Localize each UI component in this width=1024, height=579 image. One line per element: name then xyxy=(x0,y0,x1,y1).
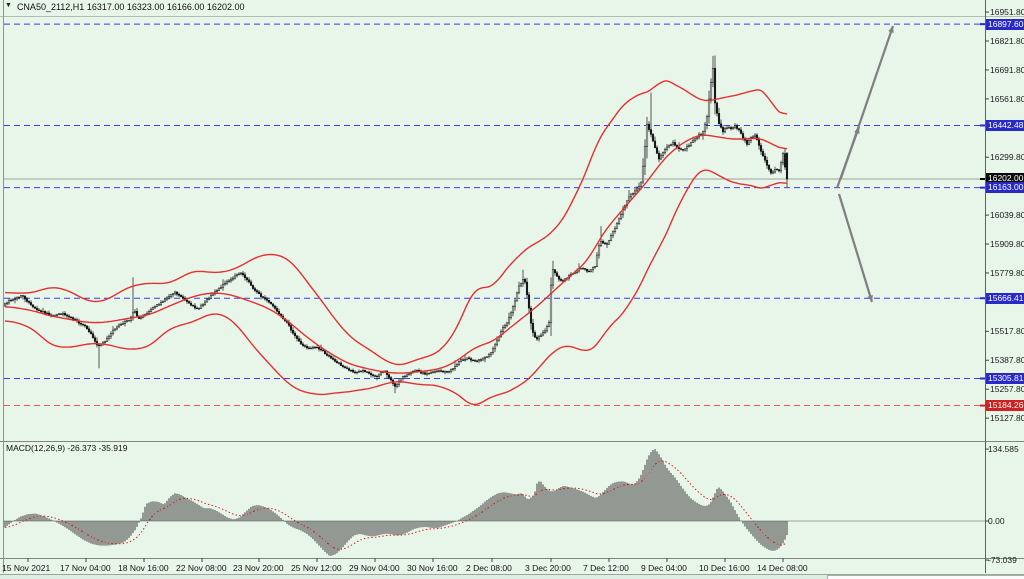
macd-axis-label: -73.039 xyxy=(988,555,1017,566)
axis-ticks xyxy=(27,11,989,562)
scrollbar-thumb[interactable] xyxy=(827,575,1024,579)
price-tick-label: 16039.80 xyxy=(990,210,1024,221)
price-tick-label: 15517.80 xyxy=(990,326,1024,337)
price-level-badge: 15184.26 xyxy=(986,400,1024,412)
chart-title-text: CNA50_2112,H1 16317.00 16323.00 16166.00… xyxy=(16,2,245,12)
candles-layer xyxy=(3,55,789,394)
price-tick-label: 15909.80 xyxy=(990,239,1024,250)
time-axis-label: 2 Dec 08:00 xyxy=(466,563,512,573)
projection-arrow[interactable] xyxy=(837,193,874,303)
bollinger-upper-line xyxy=(4,80,788,366)
time-axis-label: 10 Dec 16:00 xyxy=(699,563,750,573)
price-tick-label: 15387.80 xyxy=(990,355,1024,366)
price-level-badge: 16163.00 xyxy=(986,182,1024,194)
price-level-badge: 16442.48 xyxy=(986,119,1024,131)
price-tick-label: 16951.80 xyxy=(990,7,1024,18)
time-axis-label: 22 Nov 08:00 xyxy=(176,563,227,573)
time-axis-label: 29 Nov 04:00 xyxy=(349,563,400,573)
time-axis-label: 7 Dec 12:00 xyxy=(583,563,629,573)
bollinger-bands xyxy=(4,80,788,406)
price-level-badge: 15305.81 xyxy=(986,372,1024,384)
time-axis-label: 25 Nov 12:00 xyxy=(291,563,342,573)
time-axis-label: 15 Nov 2021 xyxy=(2,563,51,573)
price-tick-label: 15257.80 xyxy=(990,384,1024,395)
projection-arrow[interactable] xyxy=(839,25,895,179)
price-tick-label: 15127.80 xyxy=(990,413,1024,424)
arrowhead-icon xyxy=(867,295,873,302)
macd-signal-line xyxy=(4,460,788,550)
time-axis-label: 23 Nov 20:00 xyxy=(233,563,284,573)
price-tick-label: 16561.80 xyxy=(990,93,1024,104)
price-level-badge: 16897.60 xyxy=(986,18,1024,30)
time-axis-label: 14 Dec 08:00 xyxy=(757,563,808,573)
price-tick-label: 16299.80 xyxy=(990,152,1024,163)
time-axis-label: 18 Nov 16:00 xyxy=(118,563,169,573)
price-tick-label: 15779.80 xyxy=(990,267,1024,278)
time-axis-label: 30 Nov 16:00 xyxy=(407,563,458,573)
horizontal-scrollbar[interactable] xyxy=(0,574,1024,579)
arrowhead-icon xyxy=(888,26,894,33)
bollinger-lower-line xyxy=(4,169,788,406)
bollinger-middle-line xyxy=(4,134,788,374)
time-axis-label: 3 Dec 20:00 xyxy=(525,563,571,573)
collapse-arrow-icon[interactable]: ▼ xyxy=(5,2,12,9)
trend-arrows[interactable] xyxy=(835,25,895,303)
chart-title: ▼ CNA50_2112,H1 16317.00 16323.00 16166.0… xyxy=(5,2,244,14)
time-axis-label: 9 Dec 04:00 xyxy=(641,563,687,573)
macd-axis-label: 134.585 xyxy=(988,444,1019,455)
price-tick-label: 16691.80 xyxy=(990,64,1024,75)
macd-pane xyxy=(4,449,985,556)
time-axis-label: 17 Nov 04:00 xyxy=(60,563,111,573)
price-axis[interactable] xyxy=(985,0,1024,573)
macd-axis-label: 0.00 xyxy=(988,516,1005,527)
price-level-badge: 15666.41 xyxy=(986,292,1024,304)
macd-indicator-label: MACD(12,26,9) -26.373 -35.919 xyxy=(6,443,128,453)
price-tick-label: 16821.80 xyxy=(990,36,1024,46)
current-price-badge: 16202.00 xyxy=(986,173,1024,185)
